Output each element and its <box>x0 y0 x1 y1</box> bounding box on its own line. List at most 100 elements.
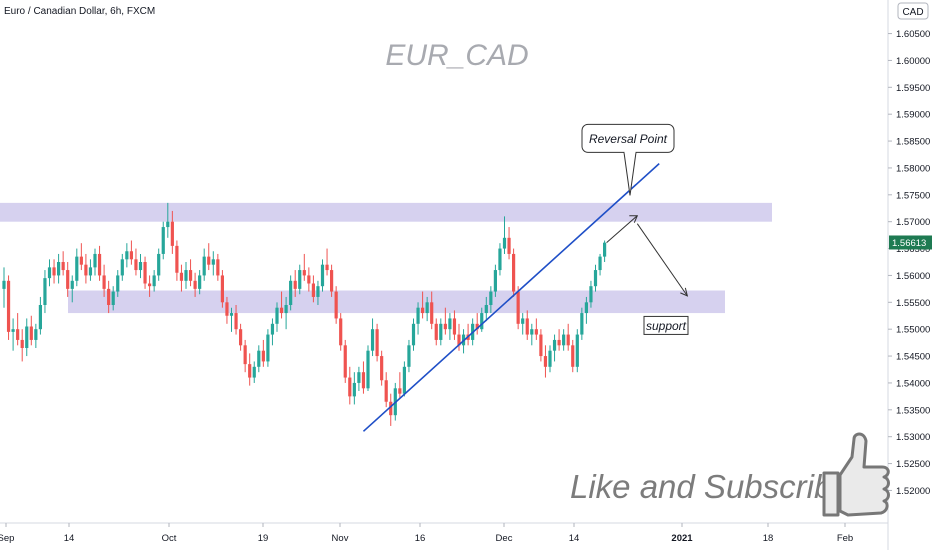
candle <box>252 361 256 383</box>
candle-body <box>516 291 520 324</box>
candle <box>120 253 124 281</box>
candle <box>521 313 525 335</box>
candle-body <box>302 270 306 276</box>
candle <box>179 264 184 292</box>
candle <box>166 202 170 238</box>
candle-body <box>480 313 484 330</box>
candle-body <box>475 323 479 330</box>
candle <box>334 286 338 324</box>
candle <box>475 313 479 335</box>
reversal-point-callout: Reversal Point <box>581 123 675 196</box>
thumbs-up-icon <box>822 432 890 517</box>
time-tick-label: 14 <box>64 533 75 544</box>
time-tick-label: 14 <box>569 533 580 544</box>
price-tick-label: 1.55500 <box>896 298 930 309</box>
candle <box>125 243 129 268</box>
candle <box>97 245 102 281</box>
candle-body <box>102 275 106 289</box>
candle-body <box>434 323 438 340</box>
candle <box>548 345 552 373</box>
candle-body <box>157 253 161 276</box>
candle <box>366 345 370 391</box>
candle <box>457 323 461 351</box>
candle-body <box>170 221 174 246</box>
candle <box>343 339 347 383</box>
candle <box>170 210 174 254</box>
candle <box>589 280 593 308</box>
candle-body <box>543 356 548 367</box>
last-price-tag <box>889 235 932 250</box>
price-axis[interactable]: 1.60500 1.60000 1.59500 1.59000 1.58500 1.580… <box>888 29 932 497</box>
candle <box>543 345 548 378</box>
candle <box>571 339 575 373</box>
candle-body <box>448 318 452 330</box>
candle-body <box>489 291 493 305</box>
price-tick-label: 1.54000 <box>896 378 930 389</box>
candle-body <box>575 334 579 367</box>
candle <box>534 318 538 340</box>
candle <box>75 248 79 287</box>
time-axis[interactable]: Sep 14 Oct 19 Nov 16 Dec 14 2021 18 Feb <box>0 523 853 544</box>
time-tick-label: 19 <box>258 533 269 544</box>
candle-body <box>207 256 211 265</box>
candle <box>298 264 302 295</box>
price-tick-label: 1.55000 <box>896 325 930 336</box>
annotation-text: support <box>646 319 687 333</box>
price-tick-label: 1.59000 <box>896 110 930 121</box>
candle-body <box>348 377 352 397</box>
candle <box>593 264 598 292</box>
candle-body <box>107 288 111 305</box>
candle-body <box>343 345 347 378</box>
candle-body <box>361 372 366 389</box>
candle <box>102 264 106 297</box>
candle <box>220 270 224 308</box>
candle <box>402 361 406 397</box>
candle <box>88 259 93 281</box>
candle <box>143 256 147 289</box>
candle <box>2 267 6 308</box>
candle-body <box>252 366 256 378</box>
candle <box>175 240 179 281</box>
last-price-label: 1.56613 <box>892 238 926 249</box>
candle-body <box>557 339 561 346</box>
candle <box>79 243 83 271</box>
candle-body <box>603 242 607 257</box>
candle-body <box>125 251 129 260</box>
chart-watermark: EUR_CAD <box>385 39 528 72</box>
candle <box>129 240 133 265</box>
candle-body <box>184 270 188 281</box>
candle-body <box>593 270 598 287</box>
candle-body <box>357 372 361 383</box>
candle-body <box>571 345 575 367</box>
candle <box>352 372 356 405</box>
candle <box>361 361 366 394</box>
candle-body <box>484 305 488 314</box>
candle-body <box>493 270 497 292</box>
candle-body <box>389 401 393 416</box>
candle-body <box>16 329 20 340</box>
time-tick-label: Dec <box>496 533 513 544</box>
candle-body <box>398 388 402 394</box>
projection-leg-arrowhead <box>629 215 639 223</box>
candle-body <box>521 318 525 324</box>
currency-badge[interactable] <box>897 2 929 20</box>
candle-body <box>225 302 229 316</box>
candle <box>57 253 61 284</box>
candle-body <box>275 307 279 324</box>
candle <box>421 291 425 319</box>
candle <box>302 253 306 281</box>
candle <box>289 275 293 311</box>
candle <box>6 275 11 340</box>
candle <box>70 275 74 303</box>
candle <box>552 334 557 362</box>
candle-body <box>421 307 425 314</box>
candle <box>43 270 47 314</box>
candle <box>148 275 152 297</box>
candle-body <box>416 307 420 324</box>
zones-layer <box>0 202 772 314</box>
candle <box>284 296 288 330</box>
candle-body <box>29 326 33 340</box>
candle-body <box>311 283 315 297</box>
candle <box>325 248 329 276</box>
